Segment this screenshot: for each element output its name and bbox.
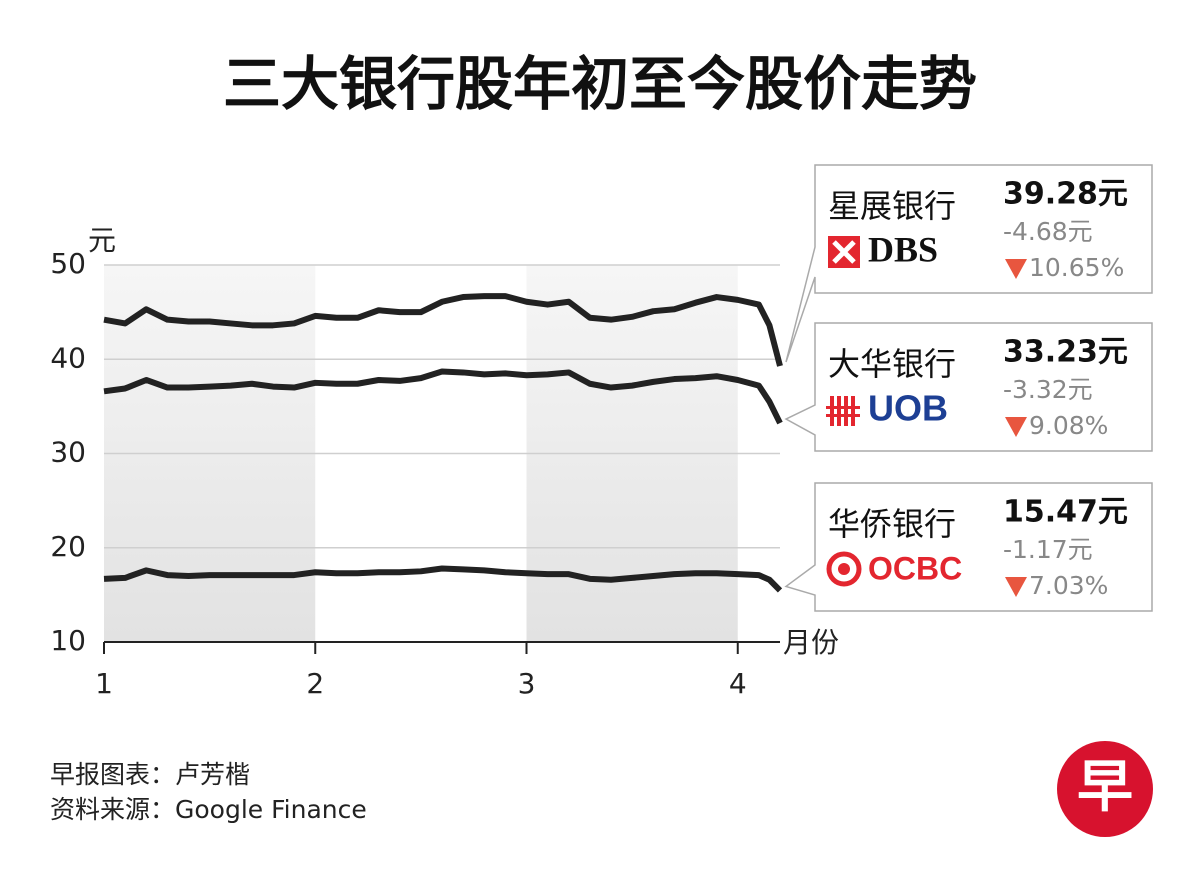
x-axis-label: 月份 xyxy=(783,626,839,659)
y-tick-label: 20 xyxy=(50,530,86,563)
callout-box xyxy=(784,482,1153,612)
last-price: 39.28元 xyxy=(1003,177,1128,212)
y-tick-label: 40 xyxy=(50,341,86,374)
y-tick-label: 10 xyxy=(50,624,86,657)
legend-name: 星展银行 xyxy=(828,187,956,225)
logo: 早 xyxy=(1077,755,1133,820)
x-tick-label: 3 xyxy=(518,667,536,700)
x-tick-label: 2 xyxy=(306,667,324,700)
change-pct: 7.03% xyxy=(1029,571,1108,600)
callout-box xyxy=(784,322,1153,452)
series-line xyxy=(103,293,783,367)
y-tick-label: 30 xyxy=(50,436,86,469)
logo-circle xyxy=(1057,741,1153,837)
down-arrow xyxy=(1005,259,1027,279)
x-tick-label: 4 xyxy=(729,667,747,700)
last-price: 33.23元 xyxy=(1003,335,1128,370)
source: 资料来源：Google Finance xyxy=(50,795,367,824)
change-pct: 9.08% xyxy=(1029,411,1108,440)
y-unit: 元 xyxy=(88,224,116,257)
change: -1.17元 xyxy=(1003,535,1093,564)
down-arrow xyxy=(1005,577,1027,597)
y-tick-label: 50 xyxy=(50,247,86,280)
uob-icon xyxy=(826,396,860,426)
callout-box xyxy=(785,164,1153,363)
legend-name: 华侨银行 xyxy=(828,505,956,543)
last-price: 15.47元 xyxy=(1003,495,1128,530)
series-line xyxy=(103,368,783,425)
brand: DBS xyxy=(868,229,938,269)
change: -4.68元 xyxy=(1003,217,1093,246)
chart-title: 三大银行股年初至今股价走势 xyxy=(223,50,977,118)
change: -3.32元 xyxy=(1003,375,1093,404)
brand: OCBC xyxy=(868,550,962,586)
dbs-icon xyxy=(828,236,860,268)
credit: 早报图表：卢芳楷 xyxy=(50,760,250,789)
x-tick-label: 1 xyxy=(95,667,113,700)
legend-name: 大华银行 xyxy=(828,345,956,383)
down-arrow xyxy=(1005,417,1027,437)
ocbc-icon xyxy=(826,551,862,587)
change-pct: 10.65% xyxy=(1029,253,1124,282)
series-line xyxy=(103,565,783,593)
brand: UOB xyxy=(868,388,948,429)
